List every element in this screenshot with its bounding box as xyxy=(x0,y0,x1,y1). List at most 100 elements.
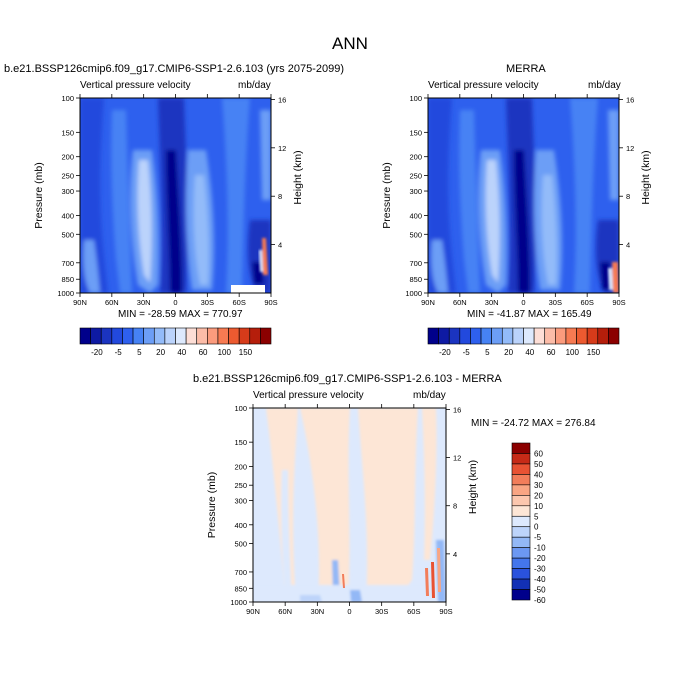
panel3-colorbar-box xyxy=(511,463,531,475)
panel1-colorbar-label: 20 xyxy=(156,348,165,357)
panel1-colorbar-label: 5 xyxy=(137,348,142,357)
panel2-colorbar-label: 20 xyxy=(504,348,513,357)
panel1-height-tick-label: 4 xyxy=(278,241,282,250)
panel2-height-tick-label: 4 xyxy=(626,241,630,250)
panel3-colorbar-label: 5 xyxy=(534,512,539,521)
panel3-colorbar-box xyxy=(511,474,531,486)
panel1-colorbar-box xyxy=(90,327,102,345)
panel3-colorbar-label: -30 xyxy=(534,565,546,574)
panel3-xtick-label: 60N xyxy=(278,607,292,616)
panel3-height-tick-label: 16 xyxy=(453,405,461,414)
panel1-ytick-label: 250 xyxy=(61,172,74,181)
panel2-colorbar-label: 100 xyxy=(566,348,580,357)
panel2-ylabel-right: Height (km) xyxy=(640,150,652,204)
panel1-colorbar-box xyxy=(228,327,240,345)
panel1-colorbar-label: 100 xyxy=(218,348,232,357)
panel1-colorbar-label: 60 xyxy=(199,348,208,357)
panel1-ytick-label: 200 xyxy=(61,153,74,162)
panel2-colorbar-box xyxy=(501,327,514,345)
panel1-colorbar-box xyxy=(164,327,176,345)
panel2-ytick-label: 250 xyxy=(409,172,422,181)
panel3-colorbar-box xyxy=(511,568,531,580)
panel2-colorbar-box xyxy=(586,327,599,345)
panel2-colorbar-box xyxy=(459,327,471,345)
panel1-ytick-label: 400 xyxy=(61,211,74,220)
panel2-ytick-label: 300 xyxy=(409,187,422,196)
panel2-colorbar-label: 5 xyxy=(485,348,490,357)
panel3-ytick-label: 400 xyxy=(234,521,247,530)
panel2-colorbar-label: -5 xyxy=(463,348,471,357)
panel3-ytick-label: 150 xyxy=(234,438,247,447)
panel3-ytick-label: 700 xyxy=(234,568,247,577)
panel1-colorbar-box xyxy=(196,327,208,345)
panel3-stats: MIN = -24.72 MAX = 276.84 xyxy=(471,418,596,429)
panel2-stats: MIN = -41.87 MAX = 165.49 xyxy=(467,309,592,320)
panel3-ytick-label: 500 xyxy=(234,540,247,549)
panel3-colorbar-label: -60 xyxy=(534,596,546,605)
panel3-ytick-label: 200 xyxy=(234,462,247,471)
panel1-xtick-label: 30S xyxy=(201,298,214,307)
panel3-colorbar-label: -5 xyxy=(534,533,542,542)
panel3-colorbar-box xyxy=(511,515,531,528)
panel3-colorbar-label: 30 xyxy=(534,481,543,490)
panel2-ytick-label: 400 xyxy=(409,211,422,220)
panel3-ylabel: Pressure (mb) xyxy=(206,472,218,539)
panel1-colorbar-label: -5 xyxy=(115,348,123,357)
panel2-colorbar-box xyxy=(565,327,577,345)
panel1-field xyxy=(80,98,271,293)
panel2-colorbar-box xyxy=(427,327,439,345)
panel1-colorbar-box xyxy=(238,327,251,345)
panel3-colorbar-label: 20 xyxy=(534,491,543,500)
panel3-xtick-label: 60S xyxy=(407,607,420,616)
panel1-xtick-label: 0 xyxy=(173,298,177,307)
panel3-field xyxy=(253,408,446,602)
panel1-xtick-label: 30N xyxy=(137,298,151,307)
panel2-ytick-label: 200 xyxy=(409,153,422,162)
panel2-colorbar-box xyxy=(576,327,588,345)
panel3-colorbar-box xyxy=(511,557,531,569)
panel1-colorbar-box xyxy=(217,327,229,345)
panel3-xtick-label: 30S xyxy=(375,607,388,616)
panel2-ytick-label: 850 xyxy=(409,275,422,284)
panel2-ytick-label: 500 xyxy=(409,230,422,239)
panel3-xtick-label: 0 xyxy=(347,607,351,616)
panel1-title: b.e21.BSSP126cmip6.f09_g17.CMIP6-SSP1-2.… xyxy=(4,63,344,75)
page-title: ANN xyxy=(332,34,368,53)
panel1-colorbar-box xyxy=(143,327,155,345)
panel3-colorbar-box xyxy=(511,442,531,454)
panel3-xtick-label: 90N xyxy=(246,607,260,616)
panel2-units: mb/day xyxy=(588,80,621,91)
panel3-colorbar-box xyxy=(511,484,531,496)
panel1-ytick-label: 850 xyxy=(61,275,74,284)
panel1-variable: Vertical pressure velocity xyxy=(80,80,191,91)
panel1-xtick-label: 90S xyxy=(264,298,277,307)
panel3-colorbar-box xyxy=(511,589,531,601)
panel1-colorbar-box xyxy=(132,327,144,345)
panel2-colorbar-box xyxy=(533,327,546,345)
panel3-colorbar-label: -50 xyxy=(534,586,546,595)
panel1-colorbar-box xyxy=(79,327,91,345)
panel3-colorbar-box xyxy=(511,536,531,548)
panel3-variable: Vertical pressure velocity xyxy=(253,390,364,401)
panel2-xtick-label: 30N xyxy=(485,298,499,307)
panel2-colorbar-box xyxy=(448,327,461,345)
panel3-title: b.e21.BSSP126cmip6.f09_g17.CMIP6-SSP1-2.… xyxy=(193,373,502,385)
panel1-xtick-label: 60N xyxy=(105,298,119,307)
panel1-ytick-label: 150 xyxy=(61,128,74,137)
panel2-ytick-label: 100 xyxy=(409,94,422,103)
panel2-height-tick-label: 16 xyxy=(626,95,634,104)
panel1-ylabel-right: Height (km) xyxy=(292,150,304,204)
panel2-xtick-label: 90S xyxy=(612,298,625,307)
panel3-height-tick-label: 4 xyxy=(453,550,457,559)
panel1-height-tick-label: 12 xyxy=(278,144,286,153)
panel3-ytick-label: 850 xyxy=(234,584,247,593)
panel2-title: MERRA xyxy=(506,63,546,75)
panel1-xtick-label: 90N xyxy=(73,298,87,307)
panel3-ytick-label: 1000 xyxy=(230,598,247,607)
panel2-colorbar-label: 150 xyxy=(587,348,601,357)
panel1-ytick-label: 100 xyxy=(61,94,74,103)
panel3-height-tick-label: 8 xyxy=(453,502,457,511)
panel2-xtick-label: 60N xyxy=(453,298,467,307)
panel2-ytick-label: 1000 xyxy=(405,289,422,298)
